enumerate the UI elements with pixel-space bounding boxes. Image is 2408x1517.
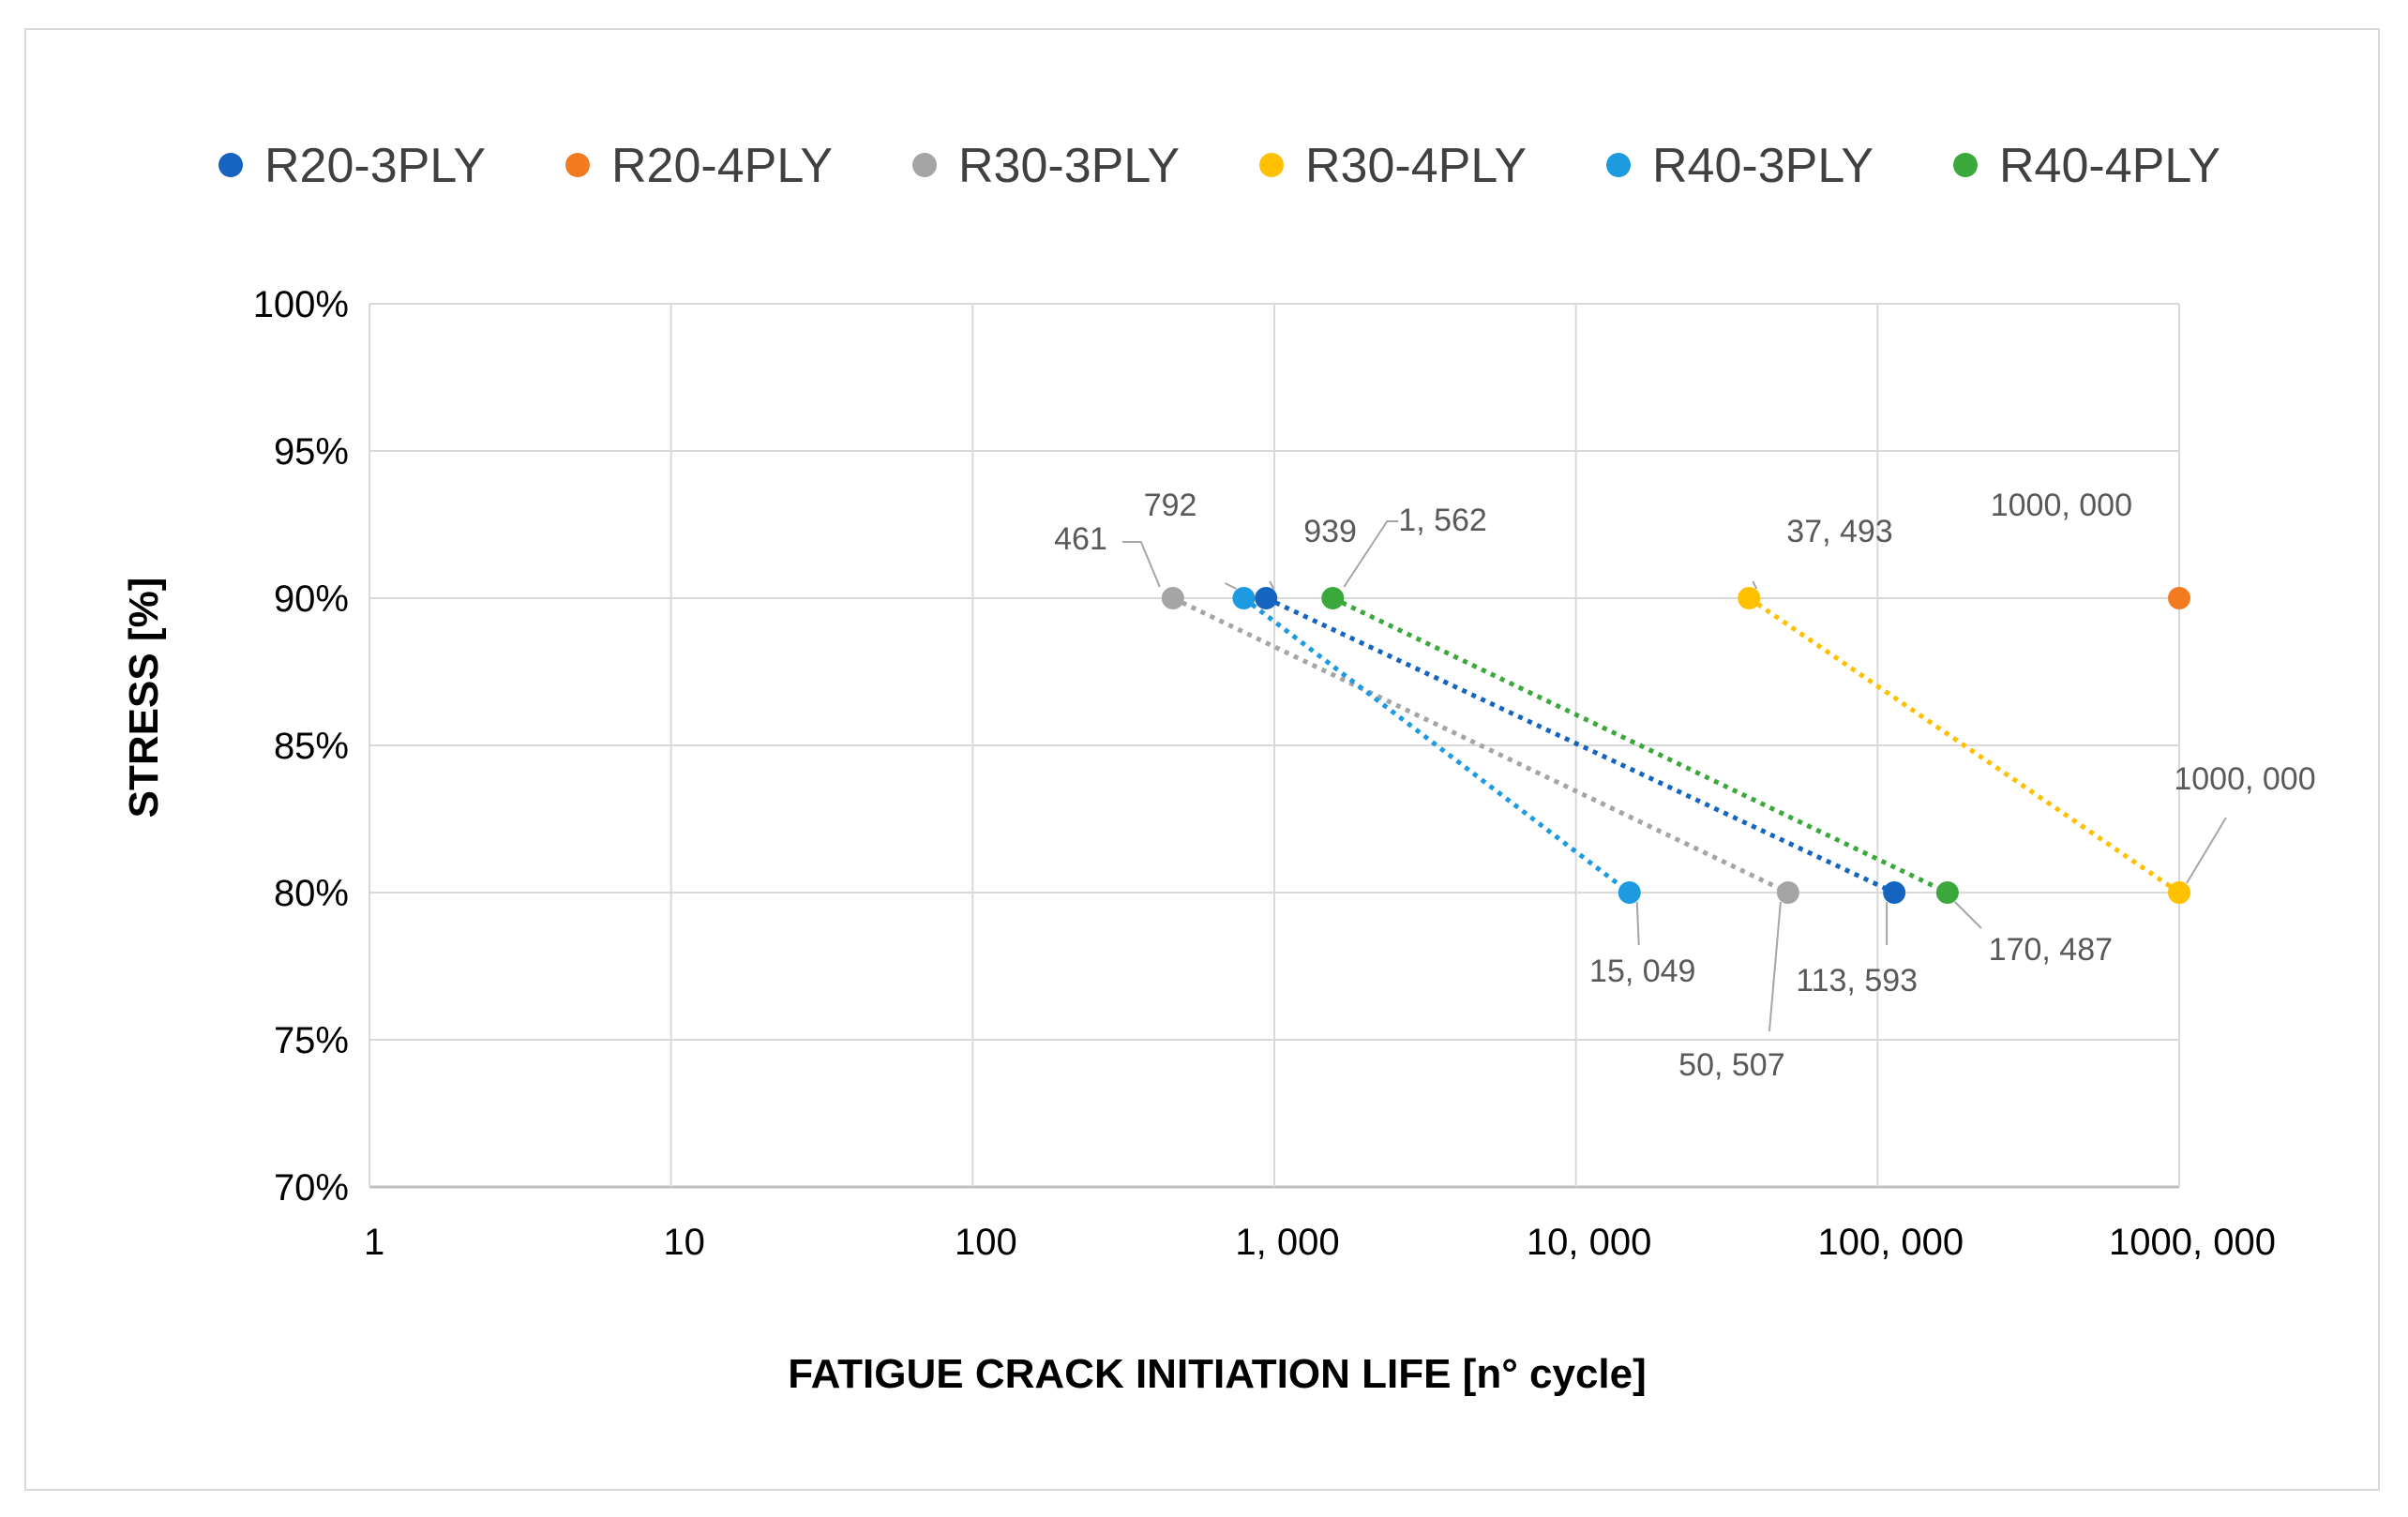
x-axis-ticks: 1 10 100 1, 000 10, 000 100, 000 1000, 000 bbox=[364, 1222, 2276, 1263]
legend-label-r20-4ply: R20-4PLY bbox=[611, 139, 833, 193]
legend-label-r40-4ply: R40-4PLY bbox=[1999, 139, 2220, 193]
data-label-r20-3ply-0: 939 bbox=[1303, 514, 1357, 549]
y-tick-label-95: 95% bbox=[274, 431, 349, 473]
y-tick-label-85: 85% bbox=[274, 726, 349, 767]
x-tick-label-10: 10 bbox=[663, 1222, 705, 1263]
data-label-r40-3ply-1: 15, 049 bbox=[1589, 954, 1695, 989]
point-r30-4ply-0 bbox=[1738, 587, 1761, 609]
legend-label-r40-3ply: R40-3PLY bbox=[1652, 139, 1874, 193]
data-label-r40-4ply-0: 1, 562 bbox=[1398, 503, 1487, 538]
legend-marker-r30-4ply bbox=[1259, 153, 1284, 177]
legend: R20-3PLY R20-4PLY R30-3PLY R30-4PLY R40-3PLY… bbox=[218, 139, 2220, 193]
y-tick-label-80: 80% bbox=[274, 873, 349, 914]
point-r40-3ply-0 bbox=[1232, 587, 1256, 609]
series-line-r40-4ply bbox=[1332, 595, 1949, 895]
point-r20-4ply-0 bbox=[2168, 587, 2190, 609]
legend-marker-r40-4ply bbox=[1953, 153, 1978, 177]
legend-marker-r20-3ply bbox=[218, 153, 243, 177]
leader-r40-4ply-0 bbox=[1343, 520, 1399, 588]
y-tick-label-90: 90% bbox=[274, 578, 349, 620]
data-label-r20-4ply-0: 1000, 000 bbox=[1991, 488, 2132, 523]
leader-r40-3ply-0 bbox=[1224, 582, 1237, 590]
x-tick-label-100000: 100, 000 bbox=[1817, 1222, 1964, 1263]
data-label-r30-4ply-0: 37, 493 bbox=[1786, 514, 1892, 549]
data-label-r40-4ply-1: 170, 487 bbox=[1989, 932, 2113, 968]
chart-frame: R20-3PLY R20-4PLY R30-3PLY R30-4PLY R40-3PLY… bbox=[24, 28, 2380, 1491]
x-tick-label-100: 100 bbox=[955, 1222, 1017, 1263]
label-leaders bbox=[1121, 520, 2227, 1032]
legend-marker-r40-3ply bbox=[1606, 153, 1631, 177]
gridlines bbox=[369, 303, 2180, 1189]
point-r20-3ply-1 bbox=[1883, 881, 1906, 904]
data-label-r30-4ply-1: 1000, 000 bbox=[2174, 761, 2315, 797]
point-r30-3ply-0 bbox=[1161, 587, 1184, 609]
x-axis-title: FATIGUE CRACK INITIATION LIFE [n° cycle] bbox=[788, 1351, 1647, 1397]
point-r30-3ply-1 bbox=[1776, 881, 1799, 904]
data-label-r30-3ply-0: 461 bbox=[1054, 521, 1107, 557]
point-r20-3ply-0 bbox=[1255, 587, 1278, 609]
leader-r30-3ply-0 bbox=[1121, 541, 1161, 588]
chart-svg: R20-3PLY R20-4PLY R30-3PLY R30-4PLY R40-3PLY… bbox=[121, 139, 2316, 1397]
series-line-r30-3ply bbox=[1171, 595, 1789, 895]
series-line-r20-3ply bbox=[1265, 595, 1896, 895]
legend-label-r30-3ply: R30-3PLY bbox=[958, 139, 1180, 193]
data-labels: 939 113, 593 1000, 000 461 50, 507 37, 493 100… bbox=[1054, 488, 2316, 1083]
point-r40-3ply-1 bbox=[1618, 881, 1641, 904]
point-r40-4ply-1 bbox=[1935, 881, 1959, 904]
leader-r40-3ply-1 bbox=[1635, 901, 1640, 946]
legend-label-r20-3ply: R20-3PLY bbox=[264, 139, 486, 193]
legend-label-r30-4ply: R30-4PLY bbox=[1305, 139, 1527, 193]
series-line-r30-4ply bbox=[1747, 595, 2181, 895]
legend-marker-r30-3ply bbox=[912, 153, 937, 177]
x-tick-label-1: 1 bbox=[364, 1222, 384, 1263]
data-label-r40-3ply-0: 792 bbox=[1144, 488, 1197, 523]
y-tick-label-70: 70% bbox=[274, 1167, 349, 1209]
x-tick-label-10000: 10, 000 bbox=[1527, 1222, 1651, 1263]
data-label-r20-3ply-1: 113, 593 bbox=[1796, 963, 1918, 999]
leader-r30-4ply-0 bbox=[1752, 580, 1758, 590]
y-tick-label-100: 100% bbox=[253, 284, 349, 325]
data-label-r30-3ply-1: 50, 507 bbox=[1678, 1047, 1784, 1083]
y-axis-ticks: 100% 95% 90% 85% 80% 75% 70% bbox=[253, 284, 349, 1209]
y-axis-title: STRESS [%] bbox=[121, 578, 167, 819]
point-r40-4ply-0 bbox=[1321, 587, 1345, 609]
leader-r20-3ply-0 bbox=[1269, 580, 1275, 590]
x-tick-label-1000: 1, 000 bbox=[1235, 1222, 1339, 1263]
point-r30-4ply-1 bbox=[2168, 881, 2190, 904]
y-tick-label-75: 75% bbox=[274, 1020, 349, 1061]
leader-r30-4ply-1 bbox=[2186, 817, 2227, 884]
data-points bbox=[1161, 587, 2190, 904]
x-tick-label-1000000: 1000, 000 bbox=[2109, 1222, 2276, 1263]
leader-r40-4ply-1 bbox=[1954, 901, 1982, 929]
leader-r30-3ply-1 bbox=[1768, 901, 1782, 1032]
legend-marker-r20-4ply bbox=[565, 153, 590, 177]
series-lines bbox=[1171, 595, 2181, 895]
series-line-r40-3ply bbox=[1242, 596, 1632, 894]
